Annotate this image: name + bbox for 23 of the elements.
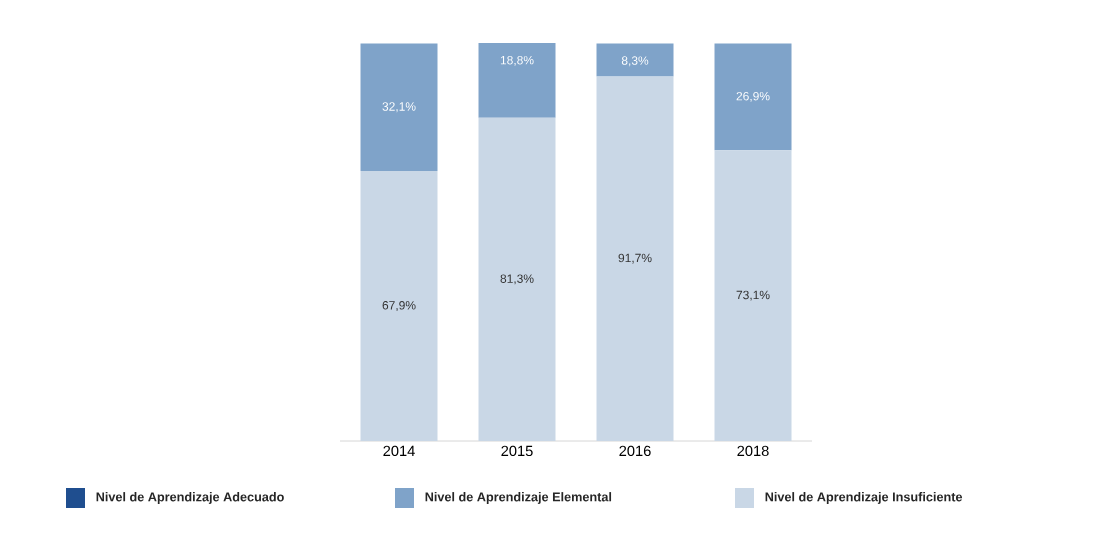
bar xyxy=(360,171,438,441)
x-tick-label: 2016 xyxy=(619,445,651,457)
bar xyxy=(478,117,556,441)
bar xyxy=(714,43,792,151)
bar xyxy=(478,42,556,118)
legend-label: Nivel de Aprendizaje Adecuado xyxy=(96,492,284,504)
legend-label: Nivel de Aprendizaje Insuficiente xyxy=(765,492,963,504)
data-label: 18,8% xyxy=(500,55,534,66)
data-label: 8,3% xyxy=(621,56,649,67)
data-label: 73,1% xyxy=(736,290,770,301)
bar xyxy=(360,43,438,172)
x-tick-label: 2015 xyxy=(501,445,533,457)
data-label: 67,9% xyxy=(382,301,416,311)
legend-label: Nivel de Aprendizaje Elemental xyxy=(425,492,612,504)
x-tick-label: 2018 xyxy=(737,445,769,457)
bar xyxy=(596,76,674,441)
x-tick-label: 2014 xyxy=(383,445,415,457)
bar xyxy=(596,43,674,77)
data-label: 26,9% xyxy=(736,91,770,102)
bar xyxy=(714,150,792,441)
data-label: 81,3% xyxy=(500,274,534,285)
data-label: 91,7% xyxy=(618,253,652,264)
data-label: 32,1% xyxy=(382,102,416,113)
